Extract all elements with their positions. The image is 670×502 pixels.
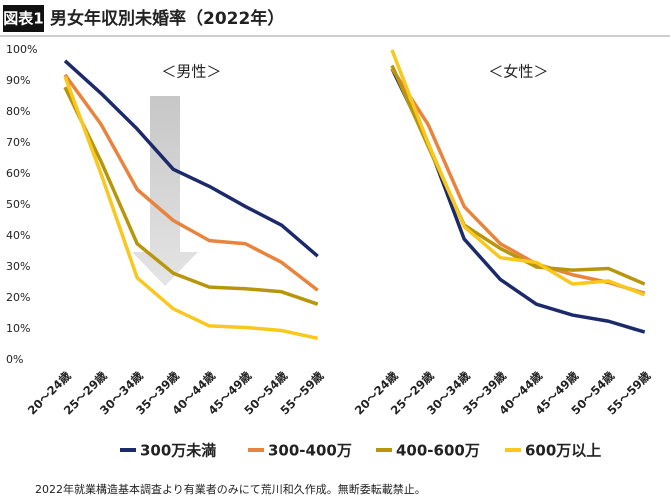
y-tick-label: 50%: [6, 198, 30, 211]
legend-label: 600万以上: [525, 442, 601, 460]
series-line: [390, 64, 646, 286]
legend-label: 400-600万: [396, 442, 480, 460]
panel-subtitle: ＜女性＞: [488, 63, 548, 81]
y-tick-label: 100%: [6, 43, 37, 56]
series-line: [63, 86, 319, 306]
y-tick-label: 40%: [6, 229, 30, 242]
badge: 図表1: [3, 10, 43, 28]
legend-label: 300万未満: [140, 442, 216, 460]
y-tick-label: 60%: [6, 167, 30, 180]
series-line: [63, 73, 319, 292]
y-tick-label: 80%: [6, 105, 30, 118]
badge-box: [3, 5, 44, 32]
note: 2022年就業構造基本調査より有業者のみにて荒川和久作成。無断委転載禁止。: [35, 482, 426, 496]
series-line: [390, 67, 646, 334]
y-tick-label: 10%: [6, 322, 30, 335]
series-line: [390, 49, 646, 297]
y-tick-label: 30%: [6, 260, 30, 273]
chart-title: 男女年収別未婚率（2022年）: [50, 8, 284, 29]
y-tick-label: 70%: [6, 136, 30, 149]
y-tick-label: 90%: [6, 74, 30, 87]
y-tick-label: 20%: [6, 291, 30, 304]
panel-subtitle: ＜男性＞: [161, 63, 221, 81]
y-tick-label: 0%: [6, 353, 23, 366]
trend-arrow: [132, 96, 198, 286]
legend-label: 300-400万: [268, 442, 352, 460]
series-line: [63, 75, 319, 341]
series-line: [63, 59, 319, 258]
